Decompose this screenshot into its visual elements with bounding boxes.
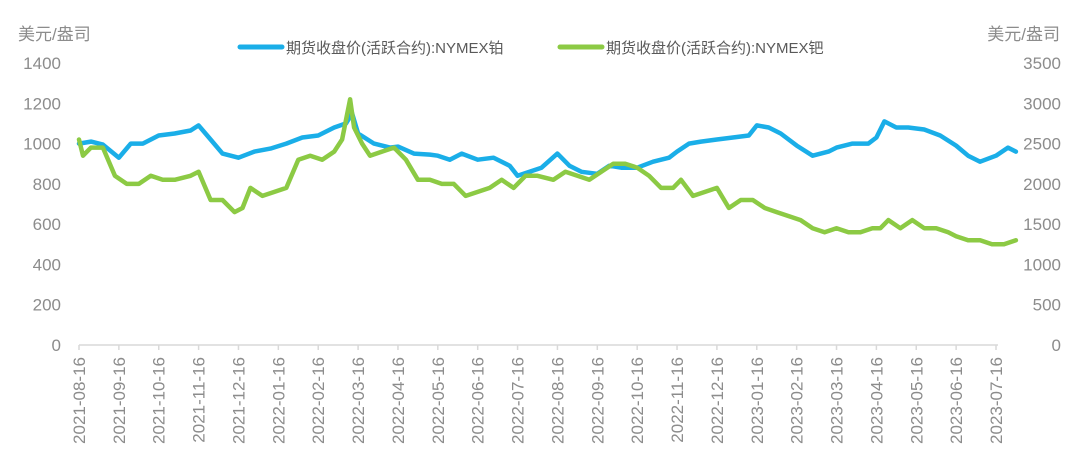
right-tick-label: 1000 bbox=[1023, 255, 1061, 274]
x-tick-label: 2023-04-16 bbox=[867, 357, 886, 444]
x-tick-label: 2023-03-16 bbox=[828, 357, 847, 444]
x-axis-ticks: 2021-08-16 2021-09-16 2021-10-16 2021-11-16… bbox=[70, 345, 1006, 444]
left-tick-label: 0 bbox=[52, 336, 61, 355]
right-tick-label: 3000 bbox=[1023, 94, 1061, 113]
x-tick-label: 2021-11-16 bbox=[190, 357, 209, 443]
left-tick-label: 1400 bbox=[23, 54, 61, 73]
right-axis-unit: 美元/盎司 bbox=[987, 25, 1060, 44]
right-tick-label: 3500 bbox=[1023, 54, 1061, 73]
x-tick-label: 2022-07-16 bbox=[509, 357, 528, 444]
x-tick-label: 2022-02-16 bbox=[309, 357, 328, 444]
x-tick-label: 2021-09-16 bbox=[110, 357, 129, 444]
left-axis-unit: 美元/盎司 bbox=[18, 25, 91, 44]
legend-label-palladium: 期货收盘价(活跃合约):NYMEX钯 bbox=[606, 39, 824, 57]
x-tick-label: 2022-09-16 bbox=[588, 357, 607, 444]
x-tick-label: 2022-12-16 bbox=[708, 357, 727, 444]
x-tick-label: 2022-01-16 bbox=[269, 357, 288, 444]
right-tick-label: 1500 bbox=[1023, 215, 1061, 234]
right-axis-ticks: 0 500 1000 1500 2000 2500 3000 3500 bbox=[1023, 54, 1061, 355]
x-tick-label: 2021-12-16 bbox=[229, 357, 248, 444]
x-tick-label: 2022-05-16 bbox=[429, 357, 448, 444]
x-tick-label: 2022-03-16 bbox=[349, 357, 368, 444]
series-line-platinum bbox=[76, 111, 1019, 179]
left-axis-ticks: 0 200 400 600 800 1000 1200 1400 bbox=[23, 54, 61, 355]
right-tick-label: 2500 bbox=[1023, 135, 1061, 154]
x-tick-label: 2021-10-16 bbox=[150, 357, 169, 444]
series-layer bbox=[76, 97, 1019, 247]
x-tick-label: 2023-06-16 bbox=[947, 357, 966, 444]
left-tick-label: 200 bbox=[33, 296, 61, 315]
legend-label-platinum: 期货收盘价(活跃合约):NYMEX铂 bbox=[286, 39, 504, 57]
x-tick-label: 2022-10-16 bbox=[628, 357, 647, 444]
x-tick-label: 2022-06-16 bbox=[469, 357, 488, 444]
left-tick-label: 400 bbox=[33, 255, 61, 274]
right-tick-label: 0 bbox=[1052, 336, 1061, 355]
x-tick-label: 2021-08-16 bbox=[70, 357, 89, 444]
x-tick-label: 2022-04-16 bbox=[389, 357, 408, 444]
right-tick-label: 500 bbox=[1033, 296, 1061, 315]
x-tick-label: 2022-11-16 bbox=[668, 357, 687, 443]
legend: 期货收盘价(活跃合约):NYMEX铂 期货收盘价(活跃合约):NYMEX钯 bbox=[237, 39, 824, 57]
left-tick-label: 800 bbox=[33, 175, 61, 194]
x-tick-label: 2023-01-16 bbox=[748, 357, 767, 444]
series-line-palladium bbox=[76, 97, 1019, 247]
right-tick-label: 2000 bbox=[1023, 175, 1061, 194]
x-tick-label: 2023-05-16 bbox=[907, 357, 926, 444]
left-tick-label: 1000 bbox=[23, 135, 61, 154]
x-tick-label: 2022-08-16 bbox=[548, 357, 567, 444]
left-tick-label: 600 bbox=[33, 215, 61, 234]
left-tick-label: 1200 bbox=[23, 94, 61, 113]
x-tick-label: 2023-07-16 bbox=[987, 357, 1006, 444]
x-tick-label: 2023-02-16 bbox=[788, 357, 807, 444]
